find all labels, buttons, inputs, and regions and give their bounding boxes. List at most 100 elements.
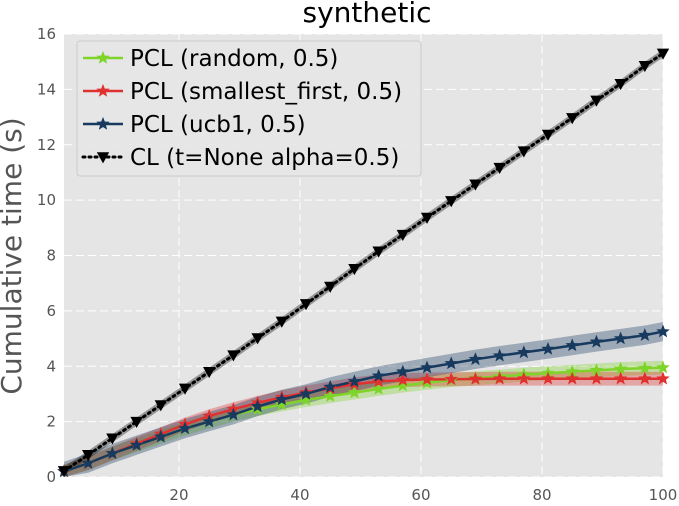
legend-label: PCL (smallest_first, 0.5) [130,79,402,105]
point-series-2 [444,356,458,370]
series-markers [57,48,670,478]
legend-swatch-marker [96,83,110,97]
y-tick-label: 14 [37,80,56,98]
y-axis-label: Cumulative time (s) [0,117,28,394]
point-series-3 [517,146,531,158]
point-series-2 [226,407,241,421]
point-series-2 [129,438,144,451]
legend-swatch-marker [96,152,110,164]
point-series-3 [348,263,361,276]
point-series-3 [469,179,482,191]
point-series-2 [371,368,386,382]
point-series-2 [517,345,531,359]
point-series-2 [250,399,265,413]
point-series-2 [323,379,337,393]
point-series-0 [638,361,652,374]
point-series-0 [371,381,386,395]
point-series-1 [613,371,628,385]
point-series-2 [589,334,604,348]
point-series-3 [590,95,603,107]
point-series-3 [638,61,652,73]
point-series-3 [227,350,240,362]
point-series-3 [372,246,385,258]
point-series-3 [203,366,216,379]
x-tick-label: 20 [169,486,188,504]
point-series-3 [493,162,506,175]
point-series-2 [299,386,313,400]
point-series-2 [81,456,95,469]
point-series-3 [566,113,579,125]
legend-label: PCL (ucb1, 0.5) [130,112,306,138]
point-series-2 [638,328,652,342]
point-series-2 [420,360,434,374]
point-series-3 [614,79,627,91]
y-tick-label: 10 [37,191,56,209]
legend-swatch-marker [96,116,110,130]
point-series-1 [371,374,386,388]
legend-swatch-marker [96,50,110,64]
point-series-3 [656,48,670,60]
y-tick-label: 4 [46,357,56,375]
point-series-3 [275,316,288,328]
point-series-1 [541,371,555,385]
point-series-0 [656,360,670,374]
band-series-0 [64,360,663,477]
legend-label: PCL (random, 0.5) [130,46,338,72]
point-series-3 [154,400,167,412]
point-series-2 [565,338,579,352]
point-series-3 [106,433,119,445]
point-series-0 [396,378,410,392]
y-tick-label: 12 [37,136,56,154]
point-series-1 [517,371,531,385]
y-tick-label: 0 [46,468,56,486]
point-series-3 [82,450,95,462]
point-series-0 [323,389,337,402]
point-series-1 [565,371,579,385]
point-series-2 [178,421,192,435]
x-tick-label: 40 [290,486,309,504]
point-series-2 [492,348,507,362]
point-series-3 [445,196,458,208]
point-series-3 [130,416,143,428]
point-series-1 [468,371,483,385]
y-tick-label: 2 [46,413,56,431]
point-series-3 [420,212,434,224]
point-series-0 [613,361,628,375]
x-tick-label: 100 [649,486,678,504]
point-series-0 [347,385,362,399]
point-series-3 [57,466,71,478]
point-series-3 [396,229,410,242]
point-series-1 [656,371,670,385]
point-series-1 [638,371,652,385]
point-series-3 [251,333,264,345]
legend-box [76,40,422,177]
point-series-1 [589,371,604,385]
y-tick-label: 8 [46,247,56,265]
point-series-2 [541,342,555,355]
y-tick-label: 6 [46,302,56,320]
point-series-2 [656,324,670,338]
point-series-2 [105,446,120,460]
band-series-2 [64,322,663,477]
x-tick-label: 60 [411,486,430,504]
point-series-3 [178,383,192,395]
point-series-2 [347,374,362,388]
legend: PCL (random, 0.5) PCL (smallest_first, 0.… [76,40,422,177]
point-series-2 [202,414,216,428]
point-series-0 [299,392,313,406]
point-series-0 [275,397,289,411]
point-series-3 [324,281,337,293]
y-tick-label: 16 [37,25,56,43]
legend-label: CL (t=None alpha=0.5) [130,145,399,171]
point-series-1 [492,371,507,385]
point-series-2 [396,364,410,378]
chart-title: synthetic [302,0,431,29]
point-series-2 [154,429,168,443]
point-series-1 [420,372,434,386]
point-series-2 [468,352,483,366]
point-series-3 [299,299,313,311]
point-series-2 [613,331,628,345]
point-series-1 [396,373,410,386]
point-series-1 [444,372,458,385]
